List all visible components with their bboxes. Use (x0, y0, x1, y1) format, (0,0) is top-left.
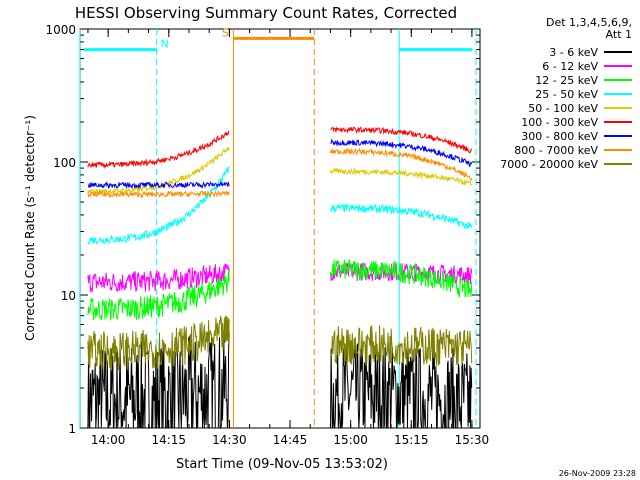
series-100-300-kev (330, 125, 473, 154)
axis-ticks: 14:00 14:15 14:30 14:45 15:00 15:15 15:30 1 10 10… (45, 23, 489, 447)
legend-label: 800 - 7000 keV (514, 144, 598, 157)
legend-label: 50 - 100 keV (528, 102, 598, 115)
annotation-bars: NS (83, 26, 472, 52)
series-50-100-kev (330, 167, 473, 187)
series-lines (87, 125, 473, 430)
series-7000-20000-kev (330, 325, 473, 366)
series-25-50-kev (330, 203, 473, 230)
x-tick-label: 15:30 (455, 433, 490, 447)
annotation-label: N (161, 38, 169, 51)
series-100-300-kev (87, 130, 230, 170)
legend-header-line-1: Det 1,3,4,5,6,9, (546, 16, 632, 29)
series-3-6-kev (87, 330, 230, 430)
series-300-800-kev (330, 138, 473, 167)
series-300-800-kev (87, 180, 230, 190)
x-tick-label: 14:00 (91, 433, 126, 447)
x-tick-label: 15:15 (394, 433, 429, 447)
x-axis-label: Start Time (09-Nov-05 13:53:02) (176, 457, 388, 472)
y-tick-label: 100 (53, 156, 76, 170)
legend-header-line-2: Att 1 (606, 28, 632, 41)
x-tick-label: 15:00 (333, 433, 368, 447)
legend-label: 7000 - 20000 keV (500, 158, 598, 171)
legend-label: 100 - 300 keV (521, 116, 598, 129)
series-7000-20000-kev (87, 315, 230, 372)
y-tick-label: 10 (61, 289, 76, 303)
annotation-label: S (222, 26, 229, 39)
x-tick-label: 14:15 (151, 433, 186, 447)
series-800-7000-kev (87, 189, 230, 199)
x-tick-label: 14:30 (212, 433, 247, 447)
series-12-25-kev (87, 269, 230, 321)
series-25-50-kev (87, 166, 230, 245)
y-axis-label: Corrected Count Rate (s⁻¹ detector⁻¹) (23, 115, 37, 341)
y-tick-label: 1000 (45, 23, 76, 37)
legend-label: 3 - 6 keV (549, 46, 598, 59)
legend-label: 25 - 50 keV (535, 88, 598, 101)
series-6-12-kev (87, 263, 230, 293)
series-12-25-kev (330, 259, 473, 298)
x-tick-label: 14:45 (273, 433, 308, 447)
legend-label: 300 - 800 keV (521, 130, 598, 143)
legend-label: 12 - 25 keV (535, 74, 598, 87)
y-tick-label: 1 (68, 422, 76, 436)
legend-label: 6 - 12 keV (542, 60, 598, 73)
series-800-7000-kev (330, 147, 473, 181)
chart-title: HESSI Observing Summary Count Rates, Cor… (75, 4, 457, 22)
footer-date: 26-Nov-2009 23:28 (559, 469, 636, 478)
